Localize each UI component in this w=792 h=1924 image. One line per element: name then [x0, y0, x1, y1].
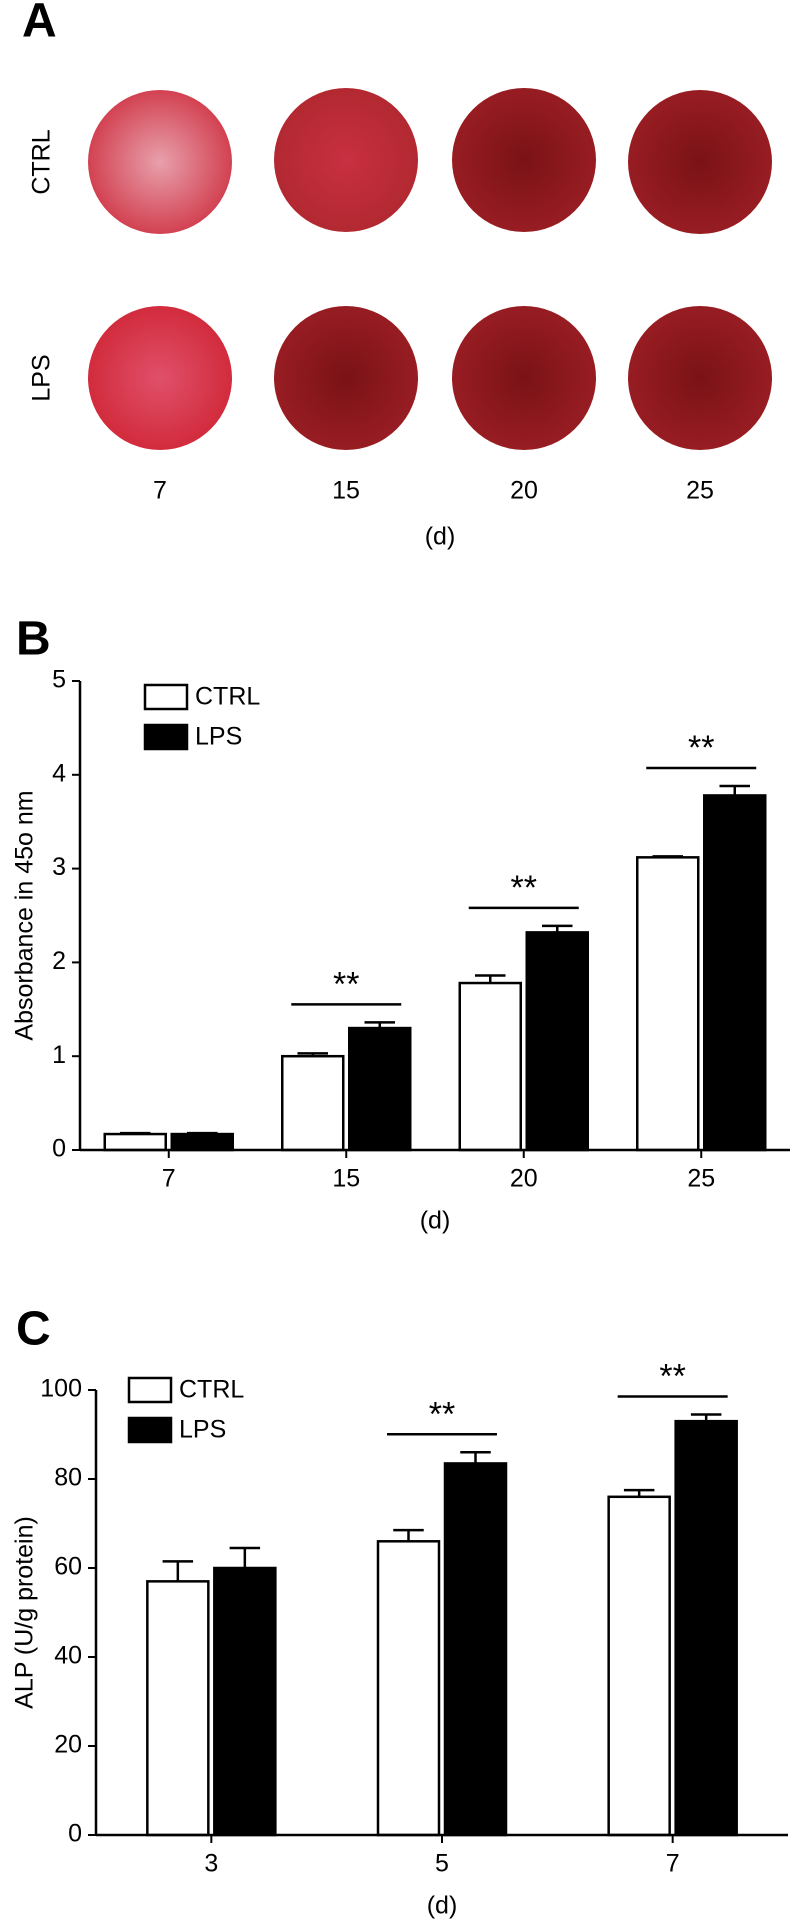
well: [628, 306, 772, 450]
well: [88, 90, 232, 234]
x-axis-label: (d): [425, 523, 456, 551]
panel-label: C: [16, 1303, 51, 1356]
significance-label: **: [511, 869, 537, 907]
day-label: 7: [153, 477, 167, 505]
bar: [443, 1462, 508, 1837]
error-bar: [120, 1131, 151, 1135]
panel-label: A: [22, 0, 57, 48]
y-tick-label: 100: [40, 1375, 82, 1403]
legend-label: CTRL: [195, 683, 260, 711]
day-label: 20: [510, 477, 538, 505]
y-tick-label: 40: [54, 1642, 82, 1670]
error-bar: [652, 855, 683, 858]
error-bar: [460, 1451, 491, 1464]
error-bar: [475, 974, 506, 984]
error-bar: [719, 784, 750, 796]
legend-label: LPS: [179, 1416, 226, 1444]
y-tick-label: 20: [54, 1731, 82, 1759]
bar: [636, 856, 700, 1152]
error-bar: [364, 1021, 395, 1029]
error-bar: [690, 1413, 722, 1422]
y-tick-label: 4: [52, 759, 66, 787]
error-bar: [623, 1488, 655, 1497]
y-axis-label: Absorbance in 45o nm: [11, 790, 39, 1040]
error-bar: [229, 1546, 261, 1568]
y-tick-label: 1: [52, 1041, 66, 1069]
bar: [348, 1026, 412, 1152]
day-label: 25: [686, 477, 714, 505]
bar: [674, 1419, 738, 1837]
y-tick-label: 80: [54, 1464, 82, 1492]
bar: [170, 1132, 234, 1152]
bar: [281, 1054, 345, 1152]
legend-swatch: [143, 683, 189, 711]
y-tick-label: 60: [54, 1553, 82, 1581]
y-tick-label: 2: [52, 947, 66, 975]
bar: [146, 1580, 210, 1837]
panel-label: B: [16, 613, 51, 666]
bar: [213, 1566, 277, 1837]
bar: [376, 1540, 441, 1837]
legend-swatch: [127, 1416, 173, 1444]
x-axis-label: (d): [420, 1207, 451, 1235]
bar: [525, 931, 589, 1152]
error-bar: [297, 1052, 328, 1057]
significance-label: **: [429, 1395, 455, 1433]
error-bar: [162, 1560, 194, 1582]
error-bar: [393, 1528, 424, 1542]
x-tick-label: 15: [332, 1165, 360, 1193]
row-label: LPS: [28, 354, 56, 401]
well: [452, 88, 596, 232]
bar: [703, 794, 767, 1152]
x-tick-label: 7: [666, 1850, 680, 1878]
significance-label: **: [333, 965, 359, 1003]
bar: [458, 981, 522, 1152]
well: [88, 306, 232, 450]
bar: [607, 1495, 671, 1837]
x-axis-label: (d): [427, 1892, 458, 1920]
y-tick-label: 5: [52, 666, 66, 694]
well: [274, 306, 418, 450]
significance-label: **: [688, 729, 714, 767]
y-tick-label: 0: [68, 1820, 82, 1848]
x-tick-label: 25: [687, 1165, 715, 1193]
legend-label: LPS: [195, 723, 242, 751]
y-tick-label: 0: [52, 1135, 66, 1163]
error-bar: [187, 1131, 218, 1135]
well: [628, 90, 772, 234]
x-tick-label: 20: [510, 1165, 538, 1193]
bar: [103, 1132, 167, 1152]
significance-label: **: [659, 1357, 685, 1395]
legend-swatch: [127, 1376, 173, 1404]
y-axis-label: ALP (U/g protein): [11, 1516, 39, 1709]
legend-label: CTRL: [179, 1376, 244, 1404]
x-tick-label: 7: [162, 1165, 176, 1193]
well: [274, 88, 418, 232]
legend-swatch: [143, 723, 189, 751]
x-tick-label: 5: [435, 1850, 449, 1878]
wells: [88, 88, 772, 450]
y-tick-label: 3: [52, 853, 66, 881]
row-label: CTRL: [28, 129, 56, 194]
x-tick-label: 3: [204, 1850, 218, 1878]
error-bar: [542, 924, 573, 933]
well: [452, 306, 596, 450]
day-label: 15: [332, 477, 360, 505]
